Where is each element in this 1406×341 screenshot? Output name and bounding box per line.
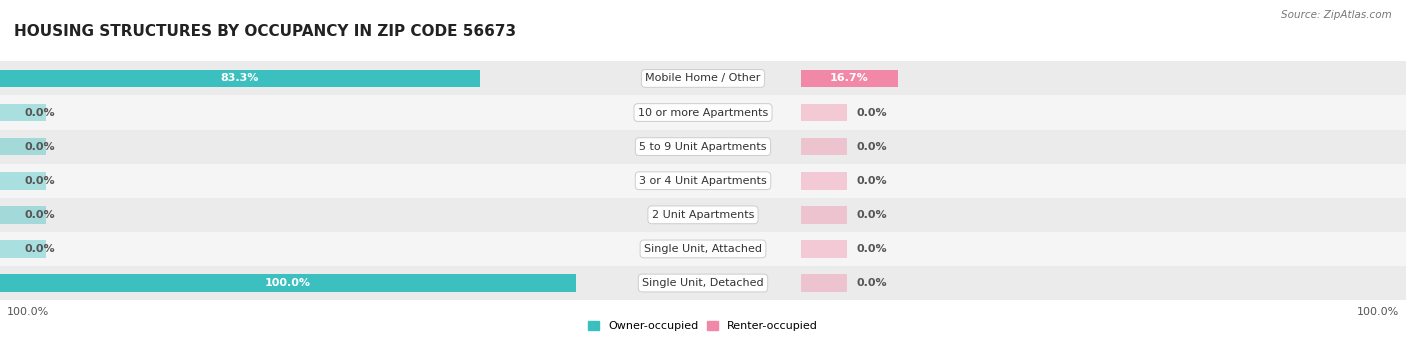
Text: Source: ZipAtlas.com: Source: ZipAtlas.com (1281, 10, 1392, 20)
Text: HOUSING STRUCTURES BY OCCUPANCY IN ZIP CODE 56673: HOUSING STRUCTURES BY OCCUPANCY IN ZIP C… (14, 24, 516, 39)
Bar (0, 95, 605, 130)
Bar (0, 266, 605, 300)
Bar (0, 130, 605, 164)
Text: 0.0%: 0.0% (24, 244, 55, 254)
Text: 0.0%: 0.0% (856, 142, 887, 152)
Text: Mobile Home / Other: Mobile Home / Other (645, 73, 761, 84)
Bar (0, 104, 46, 121)
Text: 0.0%: 0.0% (856, 278, 887, 288)
Text: 3 or 4 Unit Apartments: 3 or 4 Unit Apartments (640, 176, 766, 186)
Bar (0, 240, 46, 258)
Bar (605, 198, 801, 232)
Text: 0.0%: 0.0% (856, 210, 887, 220)
Bar (801, 164, 1406, 198)
Bar (605, 95, 801, 130)
Text: 0.0%: 0.0% (856, 176, 887, 186)
Bar (801, 138, 848, 155)
Bar (801, 172, 848, 190)
Text: 83.3%: 83.3% (221, 73, 259, 84)
Bar (801, 95, 1406, 130)
Bar (801, 61, 1406, 95)
Bar (0, 61, 605, 95)
Bar (605, 130, 801, 164)
Bar (0, 138, 46, 155)
Text: 0.0%: 0.0% (856, 244, 887, 254)
Bar (801, 130, 1406, 164)
Bar (0, 232, 605, 266)
Text: 10 or more Apartments: 10 or more Apartments (638, 107, 768, 118)
Bar (801, 274, 848, 292)
Text: 2 Unit Apartments: 2 Unit Apartments (652, 210, 754, 220)
Bar (0, 274, 576, 292)
Text: 100.0%: 100.0% (264, 278, 311, 288)
Text: 5 to 9 Unit Apartments: 5 to 9 Unit Apartments (640, 142, 766, 152)
Bar (605, 232, 801, 266)
Text: 100.0%: 100.0% (7, 307, 49, 317)
Text: 0.0%: 0.0% (24, 210, 55, 220)
Bar (0, 206, 46, 224)
Text: Single Unit, Detached: Single Unit, Detached (643, 278, 763, 288)
Text: 0.0%: 0.0% (24, 176, 55, 186)
Bar (801, 104, 848, 121)
Bar (0, 198, 605, 232)
Bar (801, 198, 1406, 232)
Bar (801, 70, 897, 87)
Text: 0.0%: 0.0% (24, 142, 55, 152)
Bar (0, 164, 605, 198)
Bar (801, 232, 1406, 266)
Bar (801, 240, 848, 258)
Bar (605, 61, 801, 95)
Text: 0.0%: 0.0% (24, 107, 55, 118)
Bar (0, 172, 46, 190)
Bar (801, 266, 1406, 300)
Text: 16.7%: 16.7% (830, 73, 869, 84)
Bar (605, 164, 801, 198)
Text: 100.0%: 100.0% (1357, 307, 1399, 317)
Legend: Owner-occupied, Renter-occupied: Owner-occupied, Renter-occupied (583, 316, 823, 336)
Bar (605, 266, 801, 300)
Bar (801, 206, 848, 224)
Bar (0, 70, 479, 87)
Text: Single Unit, Attached: Single Unit, Attached (644, 244, 762, 254)
Text: 0.0%: 0.0% (856, 107, 887, 118)
